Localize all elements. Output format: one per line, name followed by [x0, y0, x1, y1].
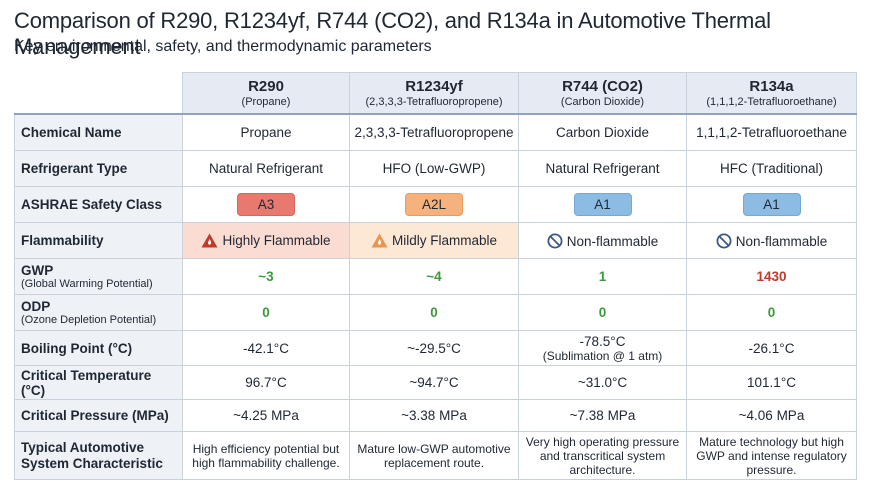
- cell: ~31.0°C: [518, 365, 687, 400]
- cell: 0: [182, 294, 350, 331]
- row: GWP (Global Warming Potential) ~3 ~4 1 14…: [14, 258, 857, 295]
- column-header: R134a (1,1,1,2-Tetrafluoroethane): [686, 72, 857, 115]
- row-sublabel: (Ozone Depletion Potential): [21, 314, 157, 326]
- column-name: R290: [248, 78, 284, 95]
- cell: ~-29.5°C: [349, 330, 519, 366]
- cell: ~4: [349, 258, 519, 295]
- column-sub: (Propane): [241, 96, 291, 108]
- row-label: Critical Pressure (MPa): [14, 399, 183, 432]
- column-name: R744 (CO2): [562, 78, 643, 95]
- cell: Very high operating pressure and transcr…: [518, 431, 687, 480]
- cell: Non-flammable: [518, 222, 687, 259]
- cell-text: -78.5°C: [579, 333, 626, 349]
- cell: Carbon Dioxide: [518, 113, 687, 151]
- flammability-text: Mildly Flammable: [391, 233, 498, 248]
- cell: Non-flammable: [686, 222, 857, 259]
- column-header: R290 (Propane): [182, 72, 350, 115]
- cell: ~4.25 MPa: [182, 399, 350, 432]
- row: Critical Pressure (MPa) ~4.25 MPa ~3.38 …: [14, 399, 857, 432]
- row-label: Typical Automotive System Characteristic: [14, 431, 183, 480]
- cell: 0: [349, 294, 519, 331]
- cell: A1: [518, 186, 687, 223]
- cell-note: (Sublimation @ 1 atm): [542, 348, 663, 363]
- cell: HFO (Low-GWP): [349, 150, 519, 187]
- cell: 1: [518, 258, 687, 295]
- safety-badge: A1: [742, 193, 801, 216]
- cell: Mildly Flammable: [349, 222, 519, 259]
- column-name: R1234yf: [405, 78, 463, 95]
- column-header: R744 (CO2) (Carbon Dioxide): [518, 72, 687, 115]
- warning-icon: [201, 233, 218, 248]
- cell: ~3.38 MPa: [349, 399, 519, 432]
- row: Chemical Name Propane 2,3,3,3-Tetrafluor…: [14, 113, 857, 151]
- cell: A3: [182, 186, 350, 223]
- cell: High efficiency potential but high flamm…: [182, 431, 350, 480]
- cell: ~7.38 MPa: [518, 399, 687, 432]
- cell: Natural Refrigerant: [182, 150, 350, 187]
- row: ASHRAE Safety Class A3 A2L A1 A1: [14, 186, 857, 223]
- row-label: GWP (Global Warming Potential): [14, 258, 183, 295]
- warning-icon: [371, 233, 388, 248]
- header-row: R290 (Propane) R1234yf (2,3,3,3-Tetrafluor…: [14, 72, 857, 115]
- row: ODP (Ozone Depletion Potential) 0 0 0 0: [14, 294, 857, 331]
- cell: 2,3,3,3-Tetrafluoropropene: [349, 113, 519, 151]
- column-header: R1234yf (2,3,3,3-Tetrafluoropropene): [349, 72, 519, 115]
- no-icon: [716, 233, 732, 248]
- cell: 0: [686, 294, 857, 331]
- flammability-text: Non-flammable: [735, 233, 828, 249]
- cell: Highly Flammable: [182, 222, 350, 259]
- cell: -26.1°C: [686, 330, 857, 366]
- cell: A2L: [349, 186, 519, 223]
- cell: 0: [518, 294, 687, 331]
- row-label: Chemical Name: [14, 113, 183, 151]
- column-sub: (1,1,1,2-Tetrafluoroethane): [706, 96, 837, 108]
- row-label: ASHRAE Safety Class: [14, 186, 183, 223]
- cell: 1,1,1,2-Tetrafluoroethane: [686, 113, 857, 151]
- comparison-table: R290 (Propane) R1234yf (2,3,3,3-Tetrafluor…: [14, 72, 857, 480]
- cell: HFC (Traditional): [686, 150, 857, 187]
- row-label: ODP (Ozone Depletion Potential): [14, 294, 183, 331]
- safety-badge: A3: [237, 193, 295, 216]
- cell: 96.7°C: [182, 365, 350, 400]
- cell: -78.5°C (Sublimation @ 1 atm): [518, 330, 687, 366]
- row: Typical Automotive System Characteristic…: [14, 431, 857, 480]
- no-icon: [547, 233, 563, 248]
- cell: Mature low-GWP automotive replacement ro…: [349, 431, 519, 480]
- corner-cell: [14, 72, 183, 115]
- row-label: Boiling Point (°C): [14, 330, 183, 366]
- flammability-text: Non-flammable: [566, 233, 659, 249]
- cell: 1430: [686, 258, 857, 295]
- cell: 101.1°C: [686, 365, 857, 400]
- cell: Propane: [182, 113, 350, 151]
- title: Comparison of R290, R1234yf, R744 (CO2),…: [14, 8, 771, 59]
- cell: ~4.06 MPa: [686, 399, 857, 432]
- label-text: ODP: [21, 299, 51, 314]
- column-sub: (Carbon Dioxide): [560, 96, 645, 108]
- cell: -42.1°C: [182, 330, 350, 366]
- row: Boiling Point (°C) -42.1°C ~-29.5°C -78.…: [14, 330, 857, 366]
- row-label: Critical Temperature (°C): [14, 365, 183, 400]
- column-sub: (2,3,3,3-Tetrafluoropropene): [365, 96, 503, 108]
- safety-badge: A2L: [405, 193, 463, 216]
- row-sublabel: (Global Warming Potential): [21, 278, 153, 290]
- flammability-text: Highly Flammable: [222, 233, 331, 248]
- cell: ~3: [182, 258, 350, 295]
- safety-badge: A1: [573, 193, 632, 216]
- cell: A1: [686, 186, 857, 223]
- row: Flammability Highly Flammable Mildly Fla…: [14, 222, 857, 259]
- row-label: Flammability: [14, 222, 183, 259]
- row: Critical Temperature (°C) 96.7°C ~94.7°C…: [14, 365, 857, 400]
- column-name: R134a: [749, 78, 794, 95]
- subtitle: Key environmental, safety, and thermodyn…: [14, 38, 432, 55]
- row: Refrigerant Type Natural Refrigerant HFO…: [14, 150, 857, 187]
- cell: Mature technology but high GWP and inten…: [686, 431, 857, 480]
- label-text: GWP: [21, 263, 54, 278]
- row-label: Refrigerant Type: [14, 150, 183, 187]
- cell: ~94.7°C: [349, 365, 519, 400]
- cell: Natural Refrigerant: [518, 150, 687, 187]
